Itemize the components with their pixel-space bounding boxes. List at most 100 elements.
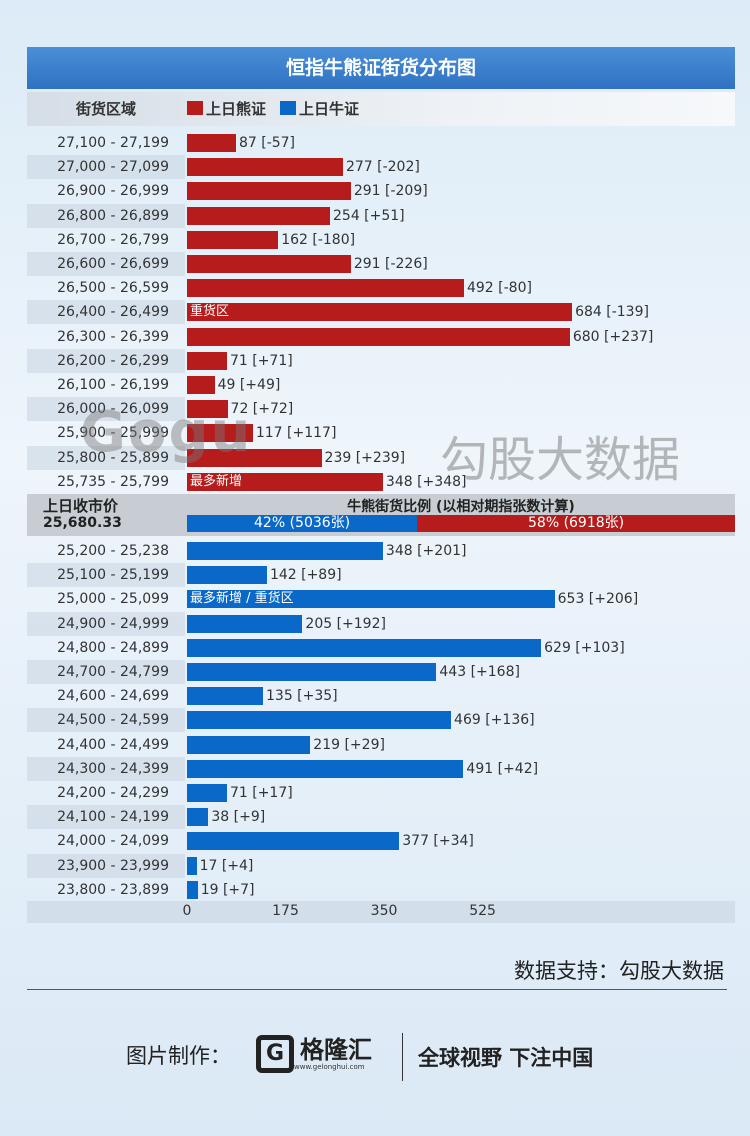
bear-bar xyxy=(187,206,330,225)
bull-value-label: 38 [+9] xyxy=(211,809,266,826)
bull-value-label: 17 [+4] xyxy=(199,857,254,874)
legend-bear: 上日熊证 xyxy=(187,92,266,126)
range-label: 25,100 - 25,199 xyxy=(27,563,185,588)
bear-value-label: 277 [-202] xyxy=(345,159,420,176)
chart-header: 街货区域 上日熊证 上日牛证 xyxy=(27,92,735,126)
range-label: 24,800 - 24,899 xyxy=(57,639,169,656)
range-label: 26,200 - 26,299 xyxy=(27,348,185,373)
bull-bar xyxy=(187,687,263,706)
range-label: 24,200 - 24,299 xyxy=(57,785,169,801)
bull-bar xyxy=(187,663,437,681)
chart-title: 恒指牛熊证街货分布图 xyxy=(27,47,735,89)
bear-bar xyxy=(187,182,351,201)
bear-row: 27,100 - 27,199 87 [-57] xyxy=(27,131,735,155)
bull-value-label: 142 [+89] xyxy=(269,567,342,584)
bull-bar xyxy=(187,711,452,730)
bull-value-label: 19 [+7] xyxy=(200,881,255,898)
bear-row: 26,500 - 26,599 492 [-80] xyxy=(27,276,735,300)
bear-bar xyxy=(187,134,236,152)
range-label: 26,300 - 26,399 xyxy=(57,328,169,345)
bear-bar xyxy=(187,303,573,322)
bull-value-label: 205 [+192] xyxy=(305,615,386,632)
bull-value-label: 377 [+34] xyxy=(402,833,474,850)
range-label: 24,300 - 24,399 xyxy=(27,756,185,781)
x-tick-label: 0 xyxy=(182,903,192,919)
range-label: 27,000 - 27,099 xyxy=(27,155,185,180)
g-logo-icon: G xyxy=(256,1035,294,1073)
data-source: 数据支持：勾股大数据 xyxy=(514,959,724,983)
bull-row: 24,600 - 24,699 135 [+35] xyxy=(27,684,735,708)
bull-value-label: 219 [+29] xyxy=(313,736,385,753)
bull-bar xyxy=(187,590,555,609)
range-label: 24,700 - 24,799 xyxy=(27,660,185,684)
range-label: 25,800 - 25,899 xyxy=(27,445,185,470)
bull-row: 24,300 - 24,399 491 [+42] xyxy=(27,756,735,781)
x-tick-label: 350 xyxy=(370,903,398,919)
range-label: 25,200 - 25,238 xyxy=(57,543,169,559)
range-label: 26,900 - 26,999 xyxy=(57,183,169,200)
bull-ratio-segment: 42% (5036张) xyxy=(187,515,418,532)
range-column-header: 街货区域 xyxy=(75,100,136,118)
gelonghui-logo: G 格隆汇 www.gelonghui.com xyxy=(256,1035,372,1073)
watermark-logo: Gogu xyxy=(80,400,253,465)
bull-bar xyxy=(187,542,383,560)
bull-bar xyxy=(187,832,400,851)
bull-bar xyxy=(187,856,197,875)
legend-bull: 上日牛证 xyxy=(280,92,359,126)
bull-bar xyxy=(187,735,311,754)
logo-name: 格隆汇 xyxy=(300,1036,372,1064)
bear-value-label: 291 [-209] xyxy=(353,183,428,200)
bear-row: 25,800 - 25,899 239 [+239] xyxy=(27,445,735,470)
bull-value-label: 491 [+42] xyxy=(466,760,539,777)
bear-row: 26,400 - 26,499 重货区 684 [-139] xyxy=(27,300,735,325)
bear-row: 26,200 - 26,299 71 [+71] xyxy=(27,348,735,373)
range-label: 23,800 - 23,899 xyxy=(57,881,169,898)
bear-bar xyxy=(187,255,351,273)
bear-annotation: 重货区 xyxy=(190,304,230,320)
range-label: 25,735 - 25,799 xyxy=(57,473,169,490)
range-label: 23,900 - 23,999 xyxy=(27,853,185,878)
bear-value-label: 291 [-226] xyxy=(353,256,428,272)
bull-value-label: 653 [+206] xyxy=(557,591,639,608)
x-axis: 0 175 350 525 xyxy=(27,901,735,923)
bull-value-label: 348 [+201] xyxy=(385,543,467,559)
bear-value-label: 162 [-180] xyxy=(281,231,356,248)
bear-bar xyxy=(187,400,228,419)
bull-value-label: 629 [+103] xyxy=(544,639,625,656)
range-label: 26,700 - 26,799 xyxy=(57,231,169,248)
legend: 上日熊证 上日牛证 xyxy=(187,92,359,126)
bear-value-label: 254 [+51] xyxy=(333,207,405,224)
range-label: 25,900 - 25,999 xyxy=(57,425,169,442)
bear-bar xyxy=(187,472,383,491)
bear-swatch-icon xyxy=(187,101,203,115)
bear-bar xyxy=(187,351,227,370)
range-label: 24,100 - 24,199 xyxy=(27,805,185,830)
bear-bar xyxy=(187,279,464,298)
bear-value-label: 87 [-57] xyxy=(238,135,296,151)
range-label: 24,400 - 24,499 xyxy=(57,736,169,753)
range-label: 26,500 - 26,599 xyxy=(57,280,169,297)
bull-row: 25,100 - 25,199 142 [+89] xyxy=(27,563,735,588)
bull-row: 24,700 - 24,799 443 [+168] xyxy=(27,660,735,684)
bull-row: 24,900 - 24,999 205 [+192] xyxy=(27,611,735,636)
bear-value-label: 684 [-139] xyxy=(575,304,649,321)
bear-annotation: 最多新增 xyxy=(190,473,243,489)
close-label: 上日收市价 xyxy=(43,497,119,515)
bull-bar xyxy=(187,808,209,827)
bull-bar xyxy=(187,880,198,899)
bull-row: 25,200 - 25,238 348 [+201] xyxy=(27,539,735,563)
range-label: 26,800 - 26,899 xyxy=(27,203,185,228)
range-label: 24,900 - 24,999 xyxy=(27,611,185,636)
bear-row: 26,600 - 26,699 291 [-226] xyxy=(27,252,735,276)
bull-value-label: 443 [+168] xyxy=(439,664,520,680)
bull-value-label: 469 [+136] xyxy=(454,712,535,729)
bear-row: 25,735 - 25,799 最多新增 348 [+348] xyxy=(27,470,735,494)
bull-row: 23,800 - 23,899 19 [+7] xyxy=(27,878,735,902)
bull-bar xyxy=(187,759,464,778)
bull-bar xyxy=(187,566,267,585)
range-label: 27,100 - 27,199 xyxy=(57,135,169,151)
ratio-section: 上日收市价 25,680.33 牛熊街货比例 (以相对期指张数计算) 42% (… xyxy=(27,494,735,536)
bear-value-label: 49 [+49] xyxy=(217,377,281,393)
bear-value-label: 680 [+237] xyxy=(572,328,654,345)
bear-bar xyxy=(187,158,343,177)
